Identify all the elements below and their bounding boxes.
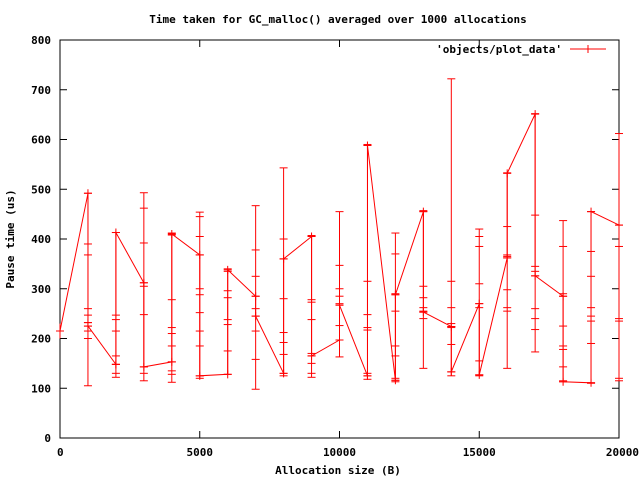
data-point (223, 265, 232, 274)
data-point (111, 360, 120, 369)
data-point (615, 221, 623, 230)
data-point (503, 169, 512, 178)
data-point (419, 308, 428, 317)
data-point (335, 335, 344, 344)
data-point (139, 278, 148, 287)
data-point (559, 377, 568, 386)
data-point (587, 207, 596, 216)
data-point (363, 371, 372, 380)
data-point (447, 367, 456, 376)
y-tick-label: 500 (31, 183, 51, 196)
data-point (83, 189, 92, 198)
data-point (251, 312, 260, 321)
data-point (531, 271, 540, 280)
data-point (559, 292, 568, 301)
y-tick-label: 0 (44, 432, 51, 445)
data-point (391, 376, 400, 385)
x-tick-label: 0 (57, 446, 64, 459)
data-point (531, 110, 540, 119)
chart-title: Time taken for GC_malloc() averaged over… (149, 13, 527, 26)
y-tick-label: 800 (31, 34, 51, 47)
data-point (503, 253, 512, 262)
data-point (587, 378, 596, 387)
data-point (251, 292, 260, 301)
data-point (111, 228, 120, 237)
y-tick-label: 200 (31, 333, 51, 346)
data-point (307, 232, 316, 241)
data-point (223, 370, 232, 379)
x-tick-label: 10000 (323, 446, 356, 459)
x-tick-label: 20000 (606, 446, 639, 459)
data-point (195, 371, 204, 380)
data-point (279, 369, 288, 378)
legend-marker (584, 45, 592, 53)
axis-ticks (59, 39, 620, 439)
legend-label: 'objects/plot_data' (436, 43, 562, 56)
y-tick-label: 400 (31, 233, 51, 246)
data-point (195, 250, 204, 259)
legend: 'objects/plot_data' (436, 43, 606, 56)
data-point (391, 290, 400, 299)
data-point (307, 351, 316, 360)
data-point (475, 370, 484, 379)
y-axis-label: Pause time (us) (4, 189, 17, 288)
data-point (279, 254, 288, 263)
x-axis-label: Allocation size (B) (275, 464, 401, 477)
series-layer (56, 78, 623, 390)
axis-tick-labels: 0 100 200 300 400 500 600 700 800 0 5000 10000 15000… (31, 34, 639, 459)
x-tick-label: 5000 (187, 446, 214, 459)
y-tick-label: 100 (31, 382, 51, 395)
y-tick-label: 700 (31, 84, 51, 97)
y-tick-label: 300 (31, 283, 51, 296)
data-point (419, 207, 428, 216)
y-tick-label: 600 (31, 134, 51, 147)
data-point (447, 322, 456, 331)
data-point (167, 357, 176, 366)
data-point (139, 362, 148, 371)
data-point (475, 299, 484, 308)
data-point (56, 327, 64, 336)
data-point (83, 322, 92, 331)
data-point (363, 141, 372, 150)
data-point (335, 301, 344, 310)
data-point (167, 230, 176, 239)
x-tick-label: 15000 (463, 446, 496, 459)
